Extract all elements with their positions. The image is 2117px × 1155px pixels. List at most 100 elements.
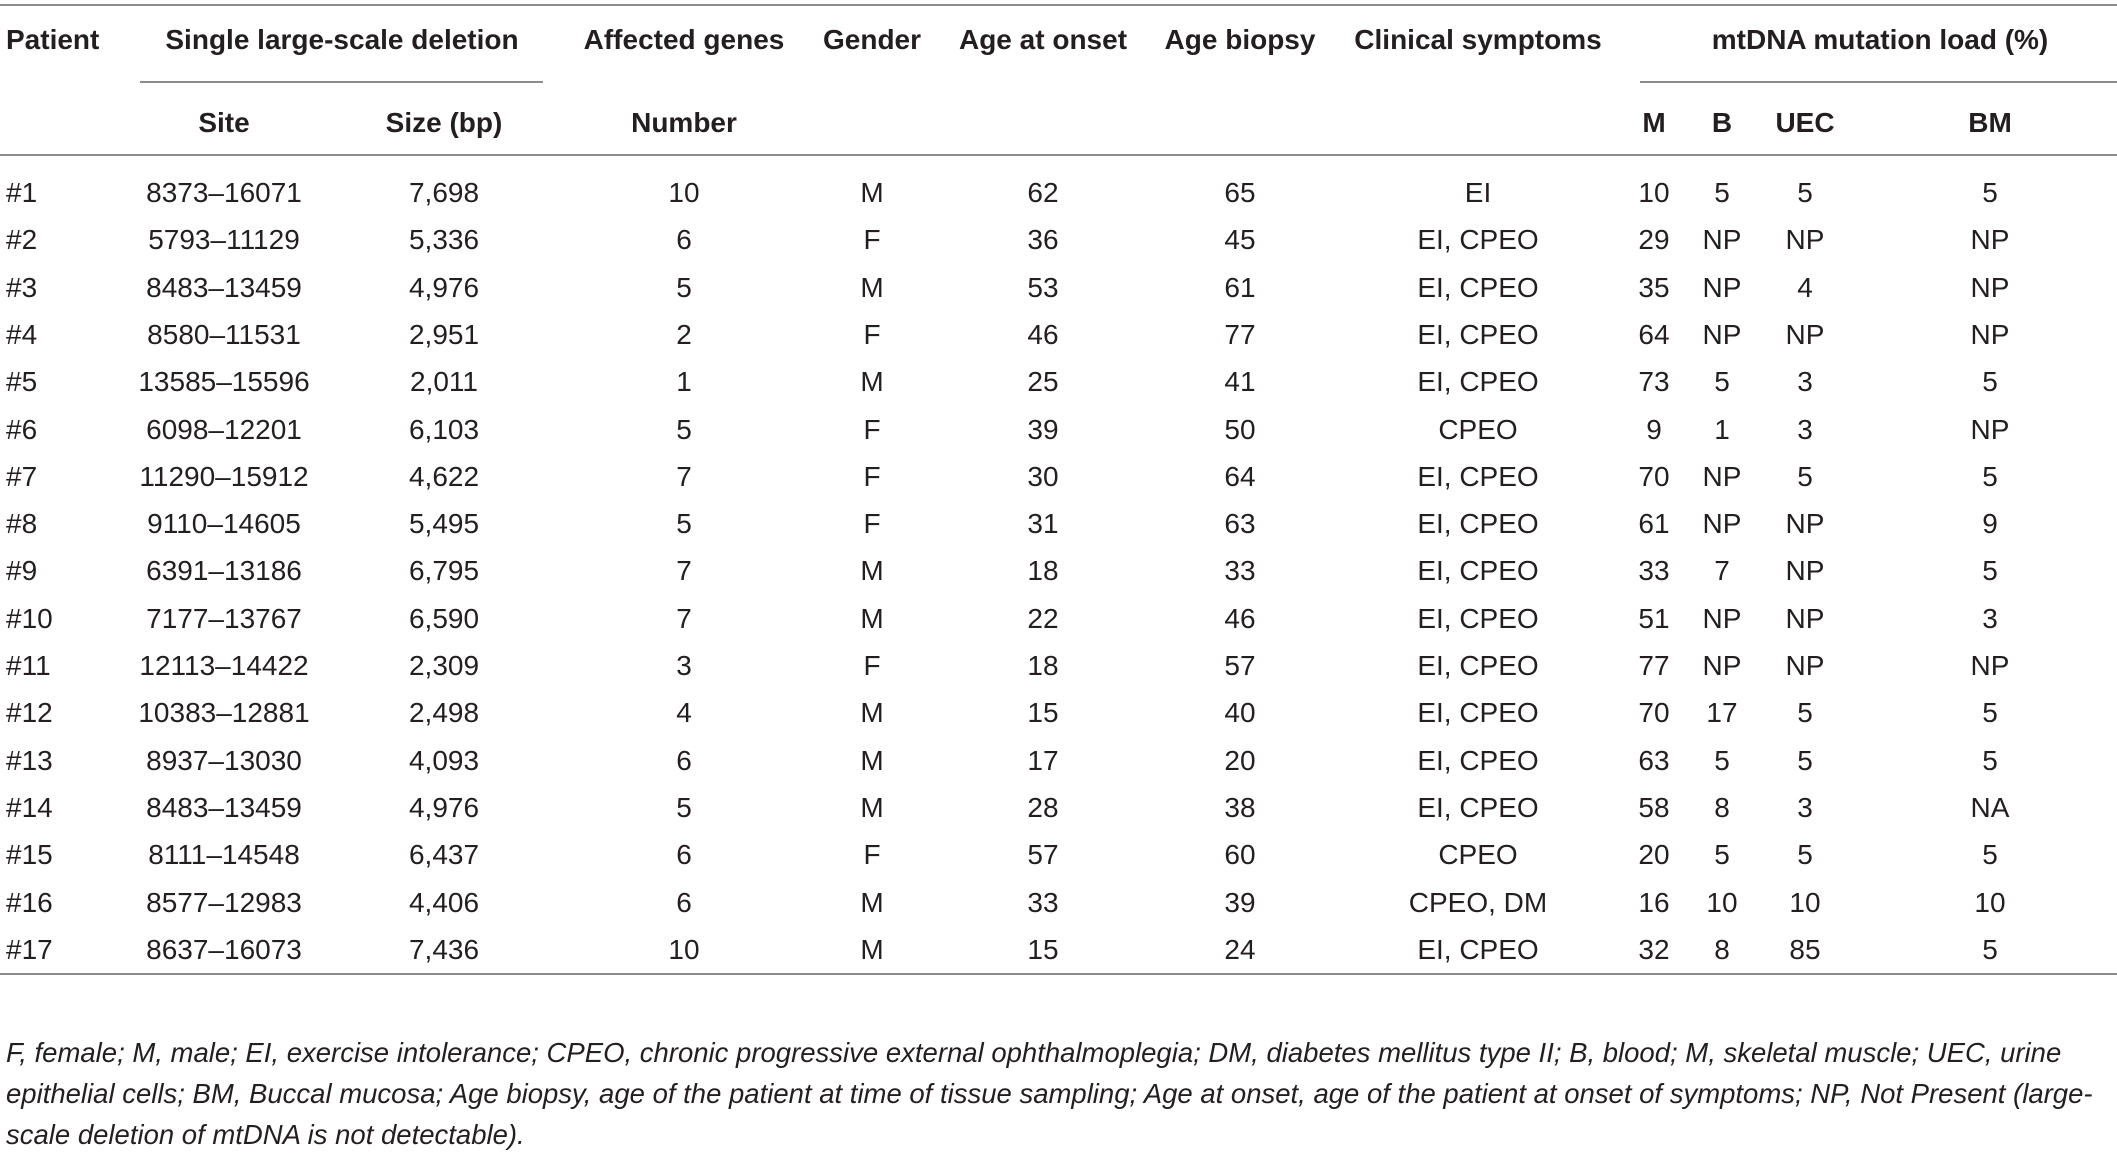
cell-symptoms: EI, CPEO: [1417, 508, 1539, 540]
cell-site: 7177–13767: [146, 602, 302, 634]
cell-gender: M: [860, 271, 884, 303]
cell-age-onset: 18: [1027, 555, 1059, 587]
cell-load-b: 8: [1714, 791, 1730, 823]
cell-patient: #3: [6, 271, 38, 303]
cell-load-bm: 5: [1982, 177, 1998, 208]
cell-size: 4,406: [408, 886, 480, 918]
cell-patient: #2: [6, 224, 38, 256]
cell-gender: M: [860, 886, 884, 918]
cell-load-m: 61: [1638, 508, 1670, 540]
deletion-group-rule: [140, 81, 543, 83]
cell-symptoms: EI, CPEO: [1417, 744, 1539, 776]
cell-age-onset: 46: [1027, 318, 1059, 350]
cell-age-biopsy: 40: [1224, 697, 1256, 729]
cell-load-b: NP: [1702, 460, 1742, 492]
cell-age-biopsy: 57: [1224, 650, 1256, 681]
cell-gender: F: [863, 413, 881, 445]
cell-load-b: 5: [1714, 744, 1730, 776]
cell-load-m: 10: [1638, 177, 1670, 208]
cell-symptoms: EI, CPEO: [1417, 697, 1539, 729]
cell-size: 7,698: [408, 177, 480, 208]
cell-size: 2,011: [410, 366, 478, 398]
header-patient: Patient: [6, 24, 100, 55]
cell-age-onset: 22: [1027, 602, 1059, 634]
cell-site: 12113–14422: [139, 650, 309, 681]
cell-load-uec: NP: [1785, 650, 1825, 681]
cell-symptoms: EI: [1464, 177, 1492, 208]
cell-symptoms: EI, CPEO: [1417, 271, 1539, 303]
cell-age-biopsy: 38: [1224, 791, 1256, 823]
cell-size: 6,437: [408, 839, 480, 871]
cell-age-biopsy: 33: [1224, 555, 1256, 587]
cell-gender: M: [860, 177, 884, 208]
cell-size: 7,436: [408, 933, 480, 965]
cell-age-biopsy: 65: [1224, 177, 1256, 208]
cell-load-uec: 3: [1797, 366, 1813, 398]
table-footnote: F, female; M, male; EI, exercise intoler…: [6, 1037, 2093, 1150]
cell-gender: F: [863, 460, 881, 492]
cell-site: 8580–11531: [147, 318, 301, 350]
cell-symptoms: CPEO: [1438, 413, 1518, 445]
cell-load-bm: 5: [1982, 839, 1998, 871]
cell-load-bm: 5: [1982, 697, 1998, 729]
cell-patient: #9: [6, 555, 38, 587]
cell-gender: F: [863, 508, 881, 540]
header-uec: UEC: [1775, 107, 1835, 138]
cell-site: 8111–14548: [148, 839, 300, 871]
cell-patient: #10: [6, 602, 53, 634]
cell-load-uec: 10: [1789, 886, 1821, 918]
cell-load-b: NP: [1702, 650, 1742, 681]
cell-load-b: 1: [1714, 413, 1730, 445]
cell-load-b: NP: [1702, 602, 1742, 634]
cell-gender: M: [860, 744, 884, 776]
cell-patient: #5: [6, 366, 38, 398]
cell-number: 5: [676, 508, 692, 540]
cell-site: 6391–13186: [146, 555, 302, 587]
cell-patient: #12: [6, 697, 53, 729]
cell-age-biopsy: 39: [1224, 886, 1256, 918]
cell-site: 9110–14605: [147, 508, 301, 540]
cell-gender: M: [860, 366, 884, 398]
cell-load-m: 35: [1638, 271, 1670, 303]
cell-size: 6,795: [408, 555, 480, 587]
header-size: Size (bp): [385, 107, 503, 138]
cell-age-onset: 53: [1027, 271, 1059, 303]
cell-load-bm: NP: [1970, 271, 2010, 303]
cell-load-m: 33: [1638, 555, 1670, 587]
cell-site: 8373–16071: [146, 177, 302, 208]
cell-number: 5: [676, 791, 692, 823]
cell-age-biopsy: 46: [1224, 602, 1256, 634]
cell-load-uec: NP: [1785, 224, 1825, 256]
cell-gender: M: [860, 791, 884, 823]
header-b: B: [1711, 107, 1733, 138]
cell-size: 6,590: [408, 602, 480, 634]
cell-symptoms: CPEO, DM: [1408, 886, 1548, 918]
cell-size: 4,093: [408, 744, 480, 776]
cell-load-bm: NP: [1970, 224, 2010, 256]
cell-number: 10: [668, 177, 700, 208]
cell-number: 5: [676, 271, 692, 303]
cell-load-b: 5: [1714, 177, 1730, 208]
cell-load-m: 58: [1638, 791, 1670, 823]
table-bottom-rule: [0, 973, 2117, 975]
cell-load-uec: 5: [1797, 744, 1813, 776]
cell-load-b: 17: [1706, 697, 1738, 729]
cell-patient: #1: [6, 177, 38, 208]
cell-load-uec: 4: [1797, 271, 1813, 303]
cell-symptoms: EI, CPEO: [1417, 318, 1539, 350]
cell-load-bm: 5: [1982, 460, 1998, 492]
cell-load-uec: 5: [1797, 839, 1813, 871]
cell-load-m: 16: [1638, 886, 1670, 918]
cell-load-bm: 3: [1982, 602, 1998, 634]
cell-site: 8483–13459: [146, 791, 302, 823]
cell-load-m: 77: [1638, 650, 1670, 681]
cell-site: 11290–15912: [139, 460, 309, 492]
cell-age-biopsy: 63: [1224, 508, 1256, 540]
cell-age-onset: 28: [1027, 791, 1059, 823]
cell-gender: F: [863, 839, 881, 871]
header-deletion-group: Single large-scale deletion: [165, 24, 519, 55]
cell-age-onset: 33: [1027, 886, 1059, 918]
header-bm: BM: [1968, 107, 2012, 138]
cell-number: 7: [676, 460, 692, 492]
cell-number: 1: [676, 366, 692, 398]
